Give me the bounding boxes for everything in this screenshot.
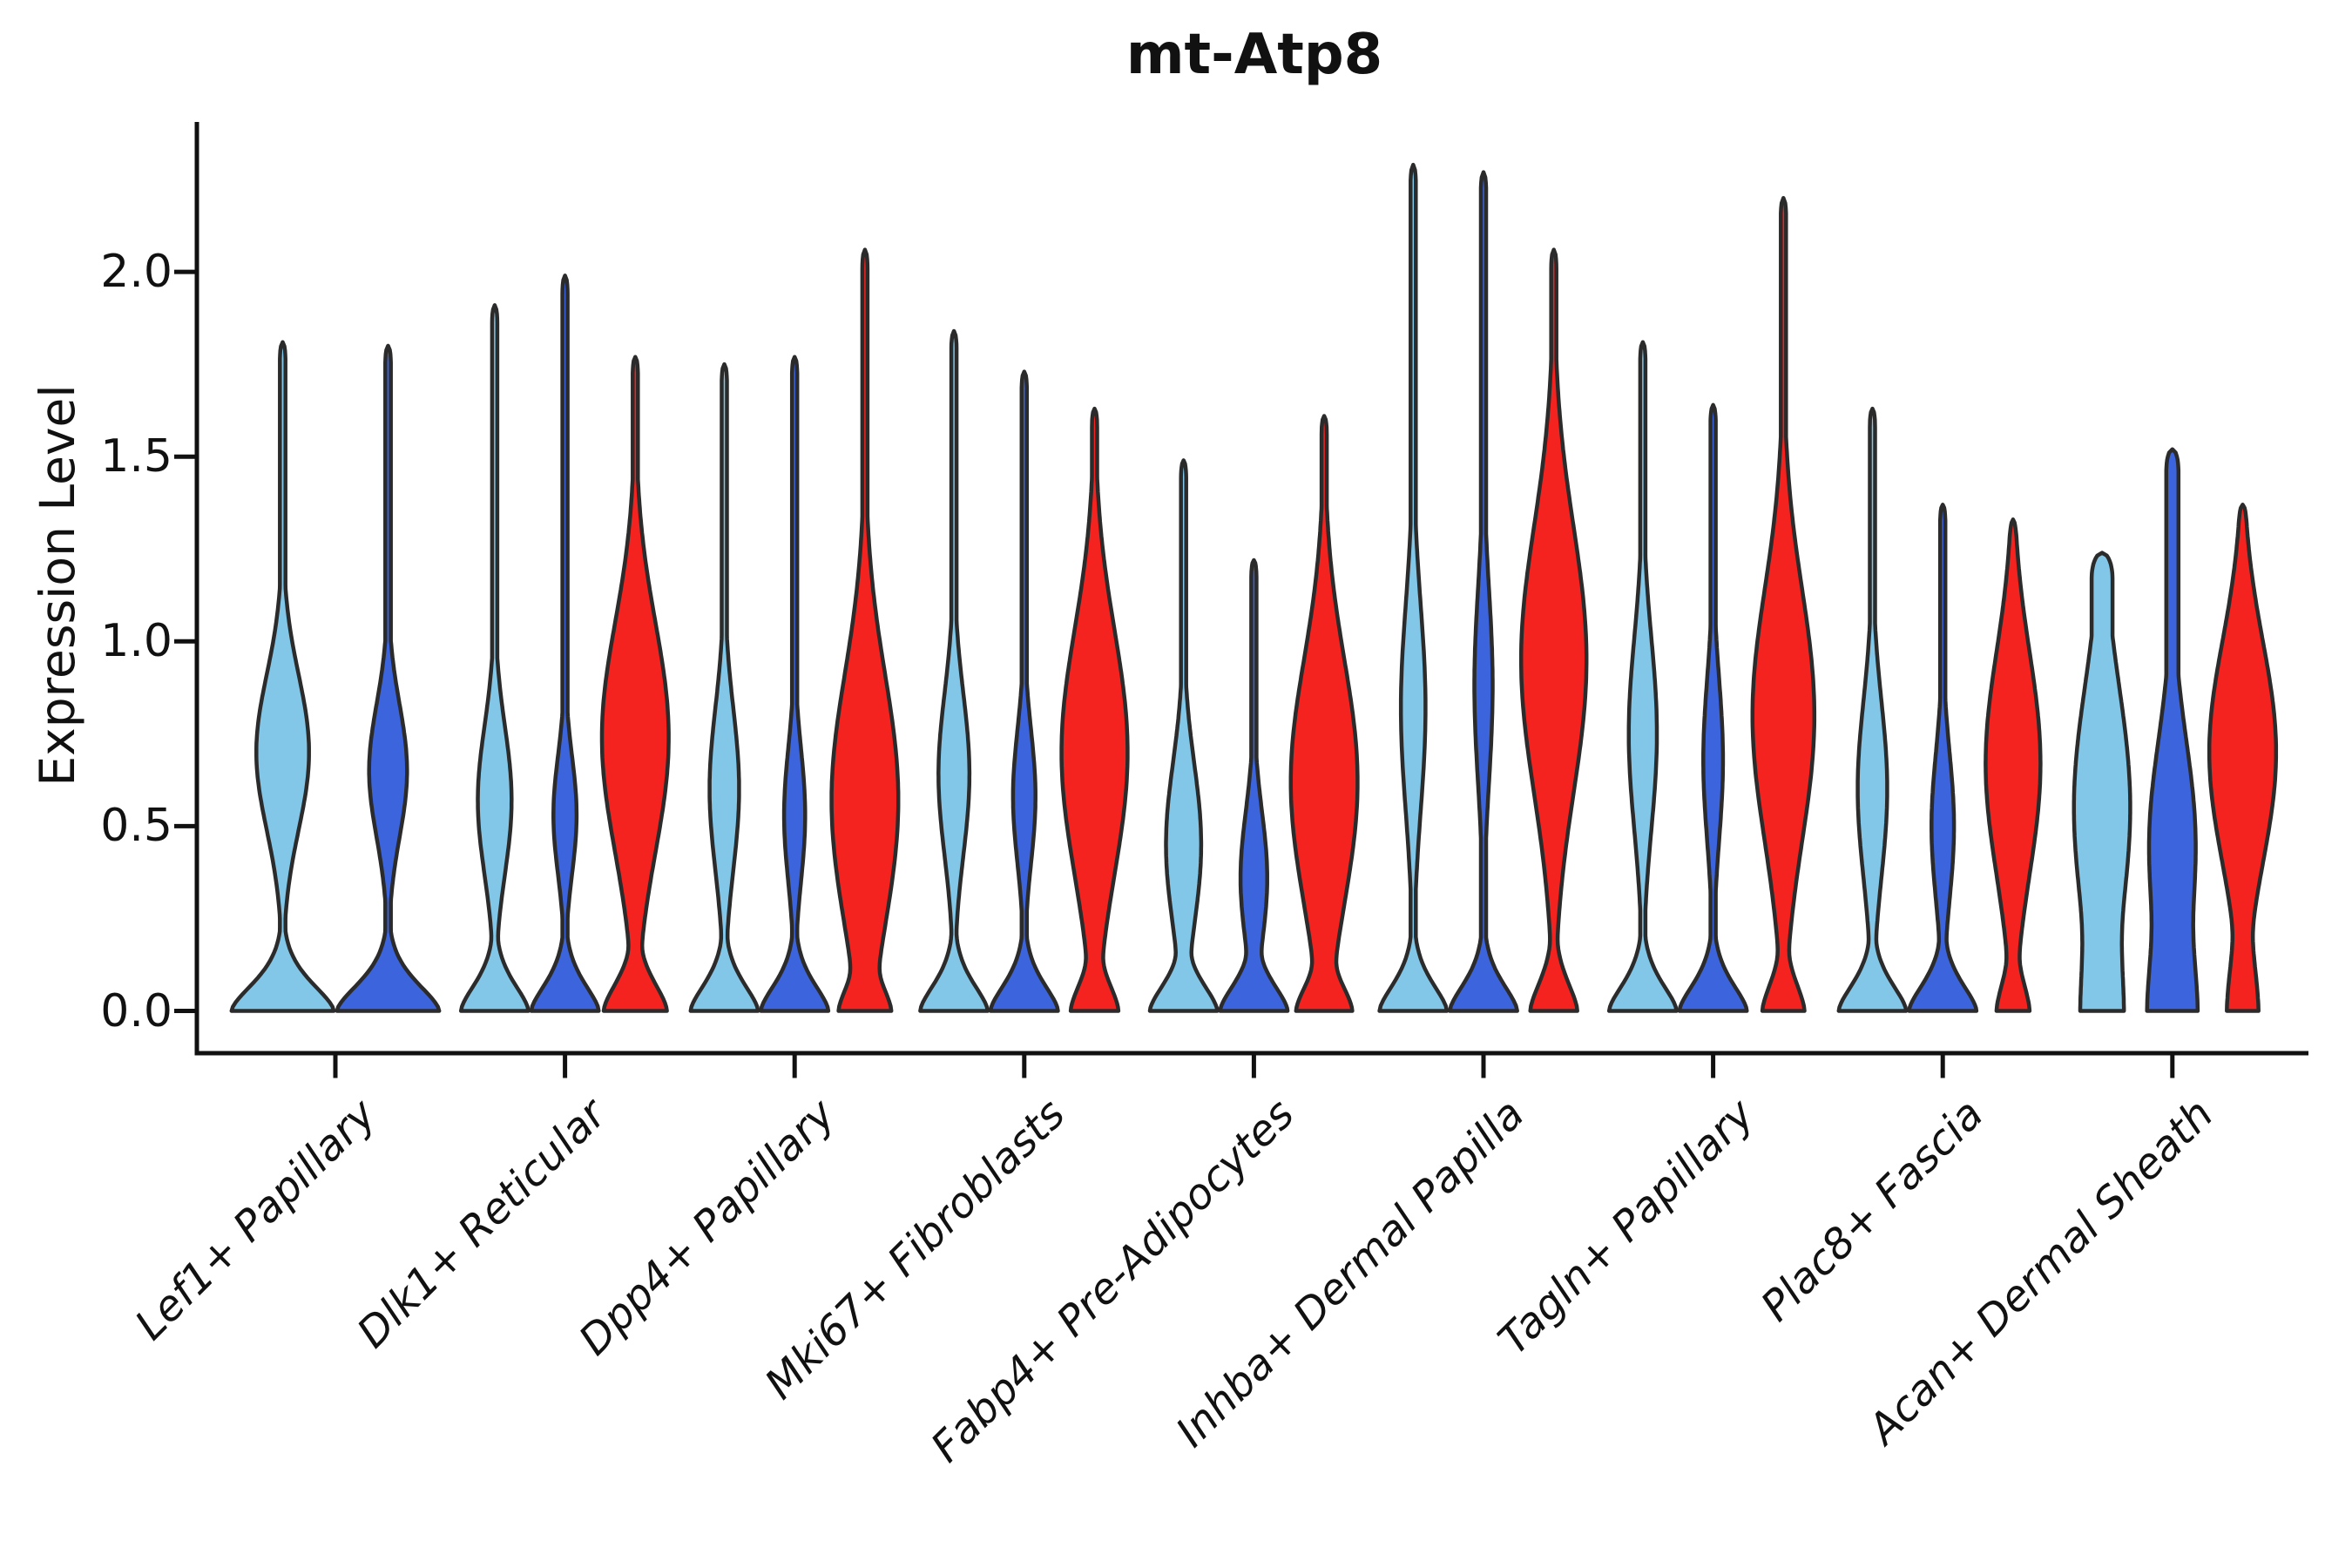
chart-title: mt-Atp8 <box>1125 23 1383 87</box>
violin-inhba-red <box>1518 247 1589 1013</box>
violin-mki67-lightblue <box>918 328 990 1013</box>
violin-fabp4-red <box>1288 414 1360 1013</box>
violin-mki67-royalblue <box>988 369 1060 1013</box>
violin-dpp4-royalblue <box>759 355 831 1013</box>
violin-dlk1-royalblue <box>529 274 601 1013</box>
violin-acan-red <box>2207 503 2279 1013</box>
y-tick-label: 0.5 <box>100 800 172 853</box>
y-tick-label: 1.0 <box>100 615 172 668</box>
violin-dlk1-lightblue <box>458 303 531 1013</box>
violin-mki67-red <box>1059 406 1130 1013</box>
violin-acan-royalblue <box>2145 447 2200 1013</box>
y-tick-label: 1.5 <box>100 430 172 483</box>
violin-plac8-royalblue <box>1907 503 1979 1013</box>
violin-tagln-red <box>1750 196 1817 1013</box>
violin-tagln-royalblue <box>1677 402 1749 1013</box>
violin-plac8-lightblue <box>1836 406 1909 1013</box>
violin-acan-lightblue <box>2072 551 2132 1013</box>
violin-dlk1-red <box>599 355 671 1013</box>
violin-plac8-red <box>1984 517 2043 1013</box>
violin-dpp4-red <box>829 247 901 1013</box>
violin-fabp4-royalblue <box>1218 558 1290 1013</box>
violin-lef1-lightblue <box>229 340 336 1013</box>
violin-inhba-royalblue <box>1448 170 1519 1013</box>
violin-fabp4-lightblue <box>1147 458 1220 1013</box>
violin-inhba-lightblue <box>1377 162 1450 1013</box>
y-tick-label: 0.0 <box>100 984 172 1037</box>
violin-dpp4-lightblue <box>688 362 760 1013</box>
violin-tagln-lightblue <box>1606 340 1679 1013</box>
violin-lef1-royalblue <box>335 343 442 1013</box>
y-tick-label: 2.0 <box>100 246 172 299</box>
